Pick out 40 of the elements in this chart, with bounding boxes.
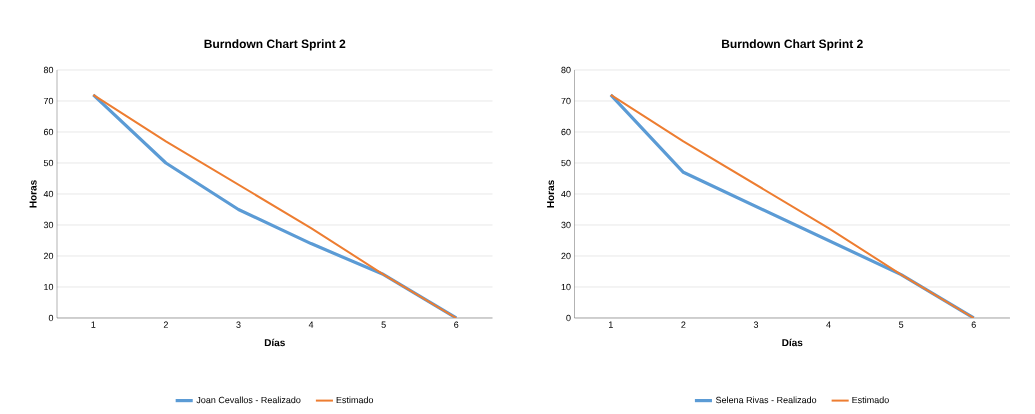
legend-label: Estimado [336,396,374,404]
y-axis-title: Horas [547,180,555,208]
x-tick-label: 5 [381,321,386,328]
y-tick-label: 80 [43,66,54,74]
x-tick-label: 4 [308,321,314,328]
y-tick-label: 10 [44,283,54,291]
y-axis-title: Horas [29,180,37,208]
y-tick-label: 60 [43,128,54,136]
chart-title: Burndown Chart Sprint 2 [722,39,863,51]
y-tick-label: 30 [561,221,571,229]
x-tick-label: 1 [608,321,613,328]
chart-title: Burndown Chart Sprint 2 [204,39,346,51]
y-tick-label: 70 [561,97,571,105]
x-axis-title: Días [782,338,803,347]
y-tick-label: 10 [561,283,571,291]
x-tick-label: 3 [236,321,241,328]
y-tick-label: 30 [43,221,54,229]
x-tick-label: 6 [454,321,459,328]
y-tick-label: 0 [566,314,571,322]
y-tick-label: 40 [43,190,54,198]
y-tick-label: 20 [43,252,54,260]
x-tick-label: 2 [163,321,168,328]
legend-label: Selena Rivas - Realizado [715,396,817,404]
x-tick-label: 2 [681,321,686,328]
x-tick-label: 6 [971,321,976,328]
x-tick-label: 5 [898,321,904,328]
y-tick-label: 60 [561,128,571,136]
legend-label: Joan Cevallos - Realizado [196,396,301,404]
legend-label: Estimado [852,396,889,404]
y-tick-label: 0 [48,314,54,322]
y-tick-label: 40 [561,190,571,198]
x-axis-title: Días [264,338,285,347]
y-tick-label: 70 [43,97,54,105]
x-tick-label: 4 [826,321,831,328]
x-tick-label: 1 [91,321,96,328]
x-tick-label: 3 [753,321,759,328]
y-tick-label: 20 [561,252,571,260]
y-tick-label: 50 [561,159,571,167]
y-tick-label: 80 [561,66,571,74]
y-tick-label: 50 [43,159,54,167]
